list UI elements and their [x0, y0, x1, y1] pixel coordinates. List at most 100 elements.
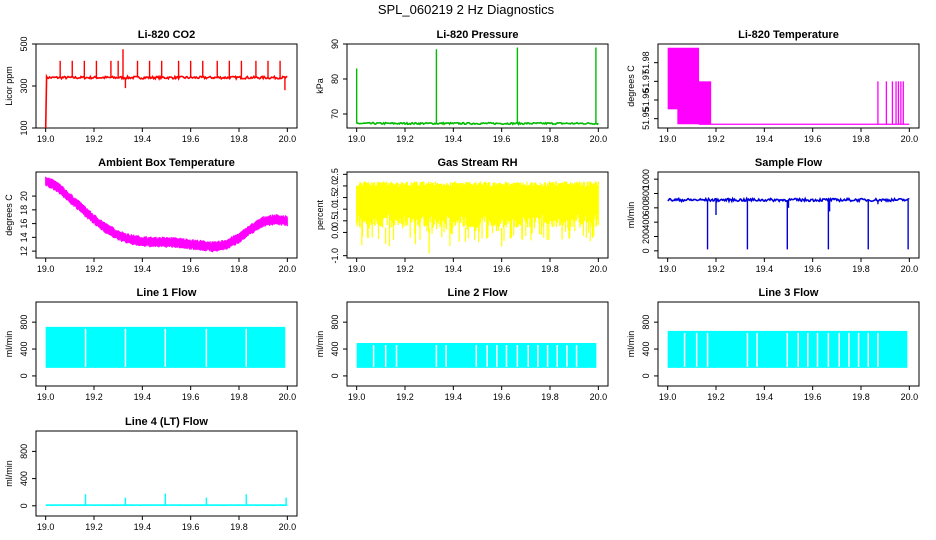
- plot-frame: [35, 171, 298, 259]
- x-tick-label: 19.6: [804, 264, 822, 274]
- y-tick-label: 2.0: [330, 180, 340, 193]
- chart-title: Line 3 Flow: [759, 287, 819, 299]
- chart-title: Sample Flow: [755, 157, 823, 169]
- x-tick-label: 20.0: [590, 264, 608, 274]
- x-tick-label: 19.0: [37, 522, 55, 532]
- y-tick-label: 800: [19, 444, 29, 459]
- x-tick-label: 19.6: [493, 392, 511, 402]
- y-axis-label: ml/min: [626, 202, 636, 229]
- series-line: [44, 73, 288, 129]
- plot-frame: [35, 43, 298, 129]
- x-tick-label: 19.0: [348, 134, 366, 144]
- y-tick-label: 800: [19, 315, 29, 330]
- chart-title: Line 2 Flow: [448, 287, 508, 299]
- x-tick-label: 19.2: [85, 522, 103, 532]
- data-series: [667, 196, 910, 250]
- x-tick-label: 19.4: [134, 134, 152, 144]
- y-tick-label: 0.5: [330, 215, 340, 228]
- x-tick-label: 19.8: [541, 264, 559, 274]
- y-tick-label: 800: [641, 186, 651, 201]
- chart-panel: Sample Flow ml/min 19.0 19.2 19.4 19.6 19.8 20.…: [626, 157, 920, 274]
- x-tick-label: 19.2: [396, 264, 414, 274]
- x-tick-label: 19.2: [707, 264, 725, 274]
- y-tick-label: 20: [19, 191, 29, 201]
- y-axis-label: ml/min: [4, 331, 14, 358]
- x-tick-label: 19.0: [659, 264, 677, 274]
- data-series: [356, 181, 599, 254]
- y-tick-label: 12: [19, 246, 29, 256]
- plot-frame: [346, 301, 609, 387]
- x-tick-label: 19.4: [445, 134, 463, 144]
- y-axis-label: ml/min: [626, 331, 636, 358]
- y-tick-label: 1.5: [330, 191, 340, 204]
- y-tick-label: 70: [330, 109, 340, 119]
- x-tick-label: 19.6: [493, 134, 511, 144]
- x-tick-label: 20.0: [279, 264, 297, 274]
- x-tick-label: 20.0: [901, 134, 919, 144]
- figure-title: SPL_060219 2 Hz Diagnostics: [378, 2, 555, 17]
- data-series: [667, 47, 910, 125]
- chart-title: Ambient Box Temperature: [98, 157, 235, 169]
- value-block: [677, 81, 712, 125]
- x-tick-label: 19.6: [804, 134, 822, 144]
- x-tick-label: 20.0: [590, 392, 608, 402]
- x-tick-label: 19.6: [182, 392, 200, 402]
- chart-title: Li-820 Pressure: [437, 29, 519, 41]
- x-tick-label: 19.8: [852, 134, 870, 144]
- chart-panel: Li-820 Pressure kPa 19.0 19.2 19.4 19.6 19.8 20…: [315, 29, 609, 144]
- y-tick-label: 16: [19, 219, 29, 229]
- data-series: [44, 49, 288, 129]
- y-tick-label: 400: [641, 342, 651, 357]
- y-tick-label: 300: [19, 78, 29, 93]
- y-tick-label: 400: [19, 342, 29, 357]
- y-tick-label: 1.0: [330, 203, 340, 216]
- x-tick-label: 19.4: [134, 522, 152, 532]
- x-tick-label: 19.4: [756, 392, 774, 402]
- chart-panel: Line 4 (LT) Flow ml/min 19.0 19.2 19.4 19.6 19…: [4, 416, 298, 532]
- y-axis-label: degrees C: [4, 194, 14, 236]
- y-tick-label: 800: [330, 315, 340, 330]
- x-tick-label: 19.4: [134, 392, 152, 402]
- y-axis-label: kPa: [315, 78, 325, 94]
- y-tick-label: 400: [330, 342, 340, 357]
- y-tick-label: 500: [19, 36, 29, 51]
- x-tick-label: 19.0: [37, 134, 55, 144]
- y-tick-label: 0.0: [330, 226, 340, 239]
- plot-frame: [346, 171, 609, 259]
- x-tick-label: 19.0: [659, 392, 677, 402]
- chart-panel: Li-820 Temperature degrees C 19.0 19.2 19.4 1…: [626, 29, 920, 144]
- plot-frame: [35, 301, 298, 387]
- y-tick-label: 2.5: [330, 168, 340, 181]
- y-tick-label: 0: [641, 248, 651, 253]
- y-tick-label: 51.95: [641, 107, 651, 130]
- y-axis-label: ml/min: [4, 460, 14, 487]
- y-tick-label: 800: [641, 315, 651, 330]
- series-line: [356, 121, 599, 126]
- x-tick-label: 19.2: [707, 134, 725, 144]
- x-tick-label: 19.4: [445, 392, 463, 402]
- x-tick-label: 19.8: [541, 392, 559, 402]
- y-tick-label: 0: [19, 373, 29, 378]
- x-tick-label: 19.0: [348, 392, 366, 402]
- x-tick-label: 19.8: [541, 134, 559, 144]
- x-tick-label: 19.8: [230, 134, 248, 144]
- chart-panel: Line 3 Flow ml/min 19.0 19.2 19.4 19.6 19.8 20.…: [626, 287, 920, 402]
- y-tick-label: 100: [19, 120, 29, 135]
- y-tick-label: 18: [19, 205, 29, 215]
- chart-panel: Line 2 Flow ml/min 19.0 19.2 19.4 19.6 19.8 20.…: [315, 287, 609, 402]
- x-tick-label: 19.8: [852, 264, 870, 274]
- x-tick-label: 19.8: [230, 392, 248, 402]
- x-tick-label: 19.4: [134, 264, 152, 274]
- y-tick-label: 51.97: [641, 70, 651, 93]
- y-axis-label: Licor ppm: [4, 66, 14, 106]
- y-tick-label: 14: [19, 232, 29, 242]
- x-tick-label: 20.0: [901, 392, 919, 402]
- x-tick-label: 19.6: [182, 522, 200, 532]
- y-tick-label: 600: [641, 200, 651, 215]
- x-tick-label: 19.4: [445, 264, 463, 274]
- chart-panel: Line 1 Flow ml/min 19.0 19.2 19.4 19.6 19.8 20.…: [4, 287, 298, 402]
- x-tick-label: 19.2: [85, 392, 103, 402]
- y-tick-label: 0: [641, 373, 651, 378]
- data-series: [356, 342, 597, 368]
